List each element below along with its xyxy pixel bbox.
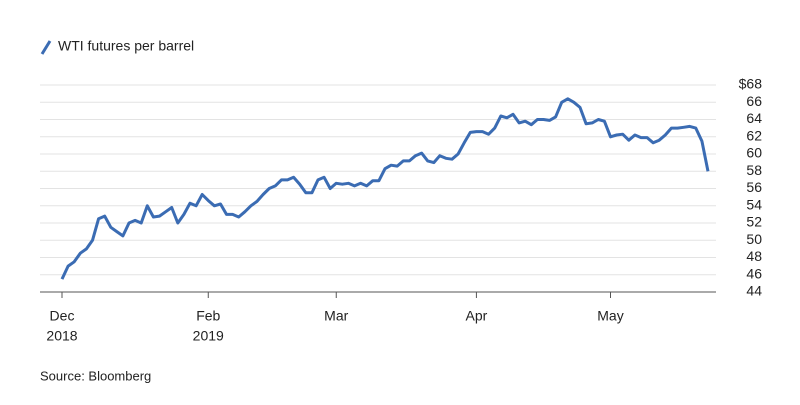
y-tick-label: 48: [746, 248, 762, 264]
y-tick-label: 58: [746, 162, 762, 178]
x-tick-year: 2019: [193, 328, 224, 344]
x-tick-label: Apr: [466, 308, 488, 324]
y-tick-label: $68: [739, 76, 763, 92]
x-tick-label: Mar: [324, 308, 348, 324]
line-series: [60, 97, 710, 280]
y-tick-label: 64: [746, 110, 762, 126]
y-tick-label: 54: [746, 196, 762, 212]
y-tick-label: 60: [746, 145, 762, 161]
source: Source: Bloomberg: [40, 368, 151, 383]
y-tick-label: 66: [746, 93, 762, 109]
x-tick-year: 2018: [46, 328, 77, 344]
x-tick-label: Dec: [50, 308, 75, 324]
y-tick-label: 56: [746, 179, 762, 195]
y-tick-label: 50: [746, 231, 762, 247]
y-tick-label: 46: [746, 265, 762, 281]
x-tick-label: May: [597, 308, 623, 324]
y-tick-label: 62: [746, 127, 762, 143]
x-tick-label: Feb: [196, 308, 220, 324]
y-tick-label: 52: [746, 214, 762, 230]
legend-label: WTI futures per barrel: [58, 38, 194, 54]
legend-swatch: [40, 40, 52, 55]
y-tick-label: 44: [746, 283, 762, 299]
